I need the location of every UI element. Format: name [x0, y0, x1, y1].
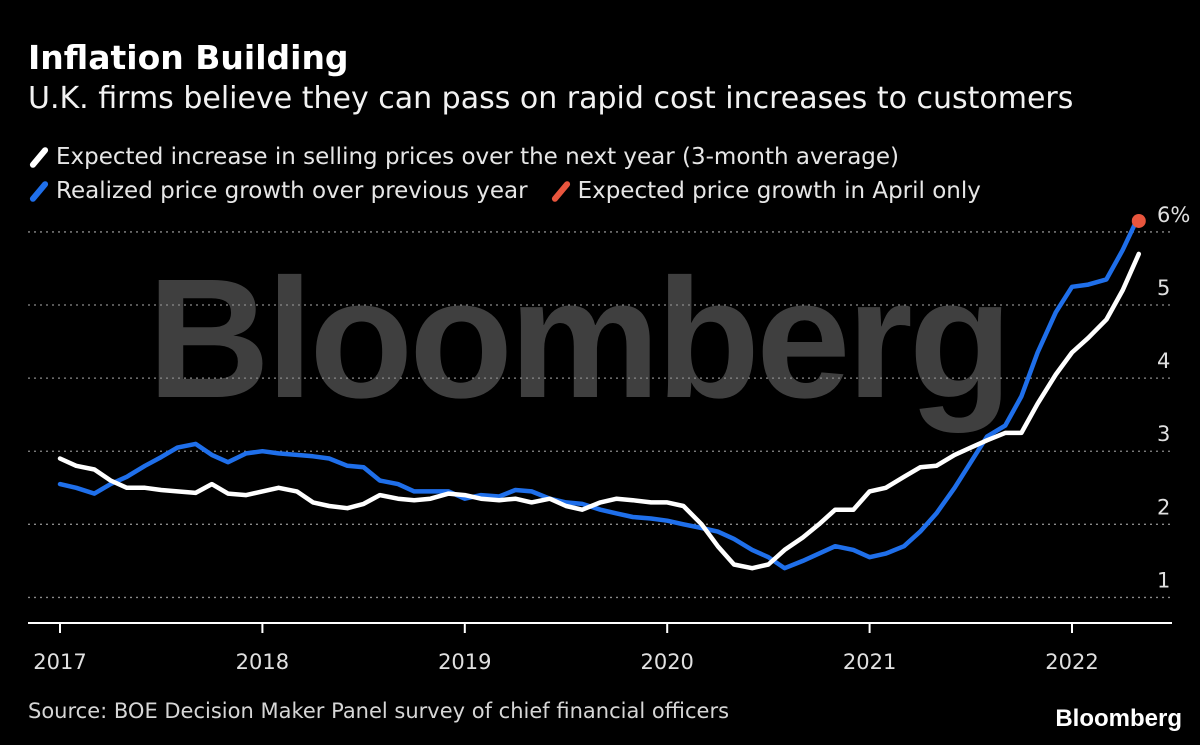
y-tick-label-1: 1 — [1157, 568, 1170, 592]
legend-row-2: Realized price growth over previous year… — [28, 176, 1003, 206]
legend-item-expected: Expected increase in selling prices over… — [28, 142, 899, 172]
x-tick-label-2018: 2018 — [236, 650, 289, 674]
y-tick-label-3: 3 — [1157, 422, 1170, 446]
series-lines — [57, 213, 1146, 571]
y-tick-label-5: 5 — [1157, 276, 1170, 300]
legend-label-april: Expected price growth in April only — [577, 178, 981, 204]
y-tick-label-6: 6% — [1157, 203, 1190, 227]
y-tick-label-2: 2 — [1157, 495, 1170, 519]
chart-title: Inflation Building — [28, 38, 349, 77]
legend-label-expected: Expected increase in selling prices over… — [56, 144, 900, 170]
series-line-realized — [57, 222, 1137, 571]
x-axis: 2017 2018 2019 2020 2021 2022 — [28, 622, 1172, 674]
legend-row-1: Expected increase in selling prices over… — [28, 142, 921, 172]
legend-item-april: Expected price growth in April only — [550, 176, 981, 206]
april-expected-point — [1131, 213, 1146, 228]
gridlines — [28, 231, 1172, 599]
x-tick-label-2021: 2021 — [843, 650, 896, 674]
bloomberg-logo: Bloomberg — [1055, 705, 1182, 732]
chart-subtitle: U.K. firms believe they can pass on rapi… — [28, 81, 1074, 116]
source-note: Source: BOE Decision Maker Panel survey … — [28, 699, 730, 723]
series-line-expected — [57, 251, 1142, 571]
legend-item-realized: Realized price growth over previous year — [28, 176, 528, 206]
x-tick-label-2017: 2017 — [33, 650, 86, 674]
x-tick-label-2022: 2022 — [1045, 650, 1098, 674]
x-tick-label-2020: 2020 — [640, 650, 693, 674]
legend-label-realized: Realized price growth over previous year — [56, 178, 528, 204]
x-tick-label-2019: 2019 — [438, 650, 491, 674]
y-tick-label-4: 4 — [1157, 349, 1170, 373]
y-axis: 1 2 3 4 5 6% — [1157, 203, 1190, 592]
bloomberg-watermark: Bloomberg — [147, 244, 1008, 434]
